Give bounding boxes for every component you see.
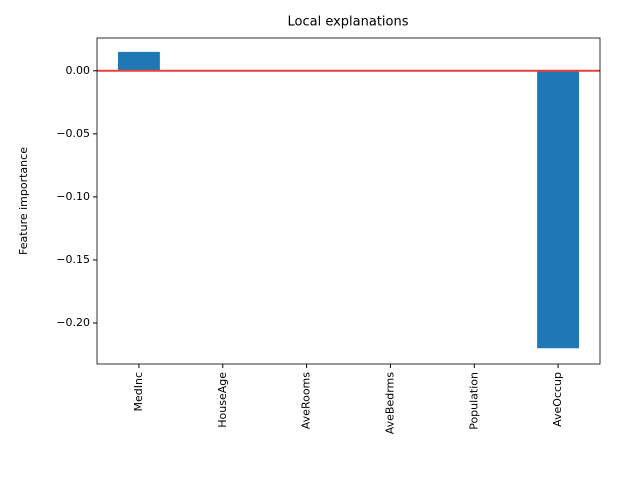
x-tick-label: AveRooms xyxy=(300,372,313,429)
bar xyxy=(537,70,580,349)
y-tick-label: −0.10 xyxy=(56,190,90,203)
x-tick-label: Population xyxy=(467,372,480,430)
y-tick-label: −0.20 xyxy=(56,316,90,329)
y-tick-label: −0.15 xyxy=(56,253,90,266)
x-tick-label: HouseAge xyxy=(216,372,229,428)
chart-title: Local explanations xyxy=(288,15,409,30)
y-tick-label: −0.05 xyxy=(56,127,90,140)
plot-frame xyxy=(96,37,601,365)
x-tick-label: MedInc xyxy=(132,372,145,412)
x-tick-label: AveBedrms xyxy=(383,372,396,434)
x-tick-label: AveOccup xyxy=(551,372,564,427)
y-axis-label: Feature importance xyxy=(17,147,30,255)
y-tick-label: 0.00 xyxy=(66,64,91,77)
bar xyxy=(117,51,160,71)
